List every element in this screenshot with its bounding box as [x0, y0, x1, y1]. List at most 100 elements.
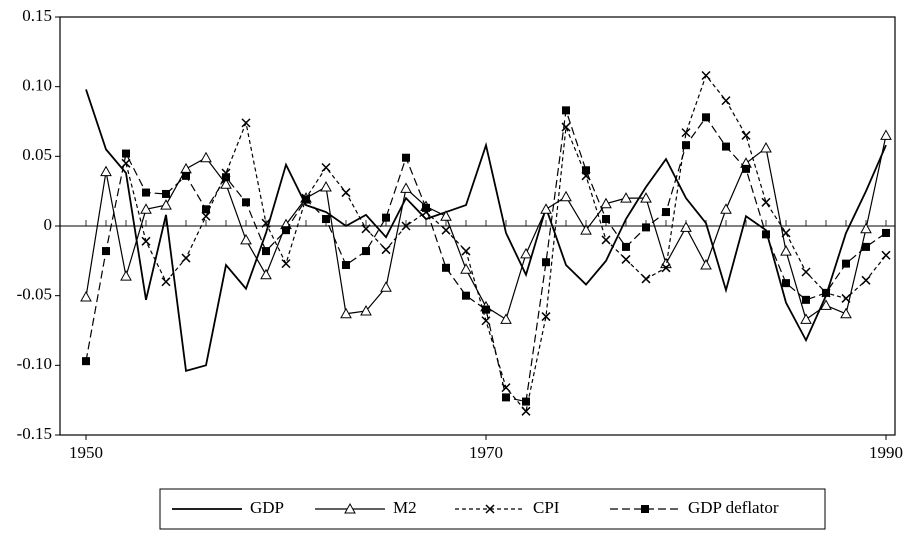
marker-square	[862, 242, 870, 251]
marker-x	[341, 188, 351, 198]
marker-triangle	[460, 263, 472, 274]
legend-label: GDP	[250, 498, 284, 517]
marker-x	[401, 221, 411, 231]
marker-triangle	[880, 129, 892, 140]
y-tick-label: 0.10	[22, 76, 52, 95]
marker-x	[641, 274, 651, 284]
marker-square	[822, 288, 830, 297]
marker-square	[202, 205, 210, 214]
marker-square	[622, 242, 630, 251]
marker-x	[841, 293, 851, 303]
marker-square	[322, 215, 330, 224]
marker-x	[261, 218, 271, 228]
legend-box	[159, 488, 826, 530]
marker-square	[382, 213, 390, 222]
marker-x	[521, 406, 531, 416]
marker-square	[522, 397, 530, 406]
marker-square	[442, 263, 450, 272]
marker-square	[162, 189, 170, 198]
y-tick-label: -0.10	[17, 354, 52, 373]
marker-triangle	[600, 197, 612, 209]
marker-triangle	[380, 281, 392, 292]
marker-x	[801, 267, 811, 277]
marker-square	[402, 153, 410, 162]
series-line	[125, 74, 887, 413]
marker-square	[642, 223, 650, 232]
marker-square	[222, 173, 230, 182]
marker-triangle	[320, 180, 332, 192]
marker-triangle	[680, 221, 692, 232]
marker-triangle	[820, 299, 832, 310]
marker-triangle	[500, 313, 512, 324]
y-tick-label: 0.05	[22, 145, 52, 164]
marker-x	[181, 253, 191, 263]
legend-label: CPI	[533, 498, 560, 517]
marker-x	[781, 228, 791, 238]
marker-x	[681, 128, 691, 138]
y-tick-label: -0.15	[17, 424, 52, 443]
marker-square	[282, 226, 290, 235]
marker-square	[342, 261, 350, 270]
marker-square	[582, 166, 590, 175]
marker-triangle	[200, 151, 212, 163]
marker-x	[141, 236, 151, 246]
marker-triangle	[760, 141, 772, 153]
marker-triangle	[800, 313, 812, 324]
marker-triangle	[180, 162, 192, 174]
marker-x	[621, 254, 631, 264]
marker-x	[441, 225, 451, 235]
marker-triangle	[340, 307, 352, 319]
marker-x	[701, 70, 711, 81]
marker-triangle	[100, 165, 112, 177]
marker-square	[802, 295, 810, 304]
series-line	[85, 135, 887, 321]
marker-square	[242, 198, 250, 207]
marker-triangle	[620, 192, 632, 203]
marker-x	[741, 130, 751, 140]
marker-square	[502, 393, 510, 402]
marker-triangle	[580, 224, 592, 235]
marker-triangle	[160, 199, 172, 210]
y-tick-label: 0	[44, 215, 53, 234]
marker-square	[702, 113, 710, 122]
x-tick-label: 1950	[69, 443, 103, 462]
marker-x	[541, 312, 551, 322]
marker-square	[762, 230, 770, 239]
series-line	[85, 89, 887, 373]
marker-square	[82, 357, 90, 366]
marker-triangle	[840, 307, 852, 319]
x-tick-label: 1970	[469, 443, 503, 462]
marker-x	[661, 263, 671, 273]
x-tick-label: 1990	[869, 443, 903, 462]
marker-x	[601, 235, 611, 245]
marker-triangle	[640, 192, 652, 203]
marker-square	[462, 291, 470, 300]
marker-square	[742, 164, 750, 173]
marker-x	[361, 224, 371, 234]
marker-triangle	[360, 304, 372, 316]
marker-square	[102, 247, 110, 256]
marker-triangle	[860, 222, 872, 234]
marker-x	[721, 96, 731, 106]
marker-square	[782, 279, 790, 288]
marker-x	[881, 250, 891, 260]
marker-square	[842, 259, 850, 268]
marker-triangle	[140, 203, 152, 214]
marker-square	[422, 203, 430, 212]
marker-x	[861, 275, 871, 285]
marker-triangle	[700, 258, 712, 270]
marker-x	[561, 122, 571, 132]
marker-x	[761, 197, 771, 207]
marker-square	[262, 247, 270, 256]
marker-x	[461, 246, 471, 256]
marker-square	[362, 247, 370, 256]
y-tick-label: -0.05	[17, 285, 52, 304]
marker-square	[662, 208, 670, 217]
marker-x	[321, 162, 331, 173]
marker-square	[142, 188, 150, 197]
marker-x	[201, 211, 211, 221]
marker-x	[485, 504, 495, 514]
marker-x	[281, 259, 291, 269]
